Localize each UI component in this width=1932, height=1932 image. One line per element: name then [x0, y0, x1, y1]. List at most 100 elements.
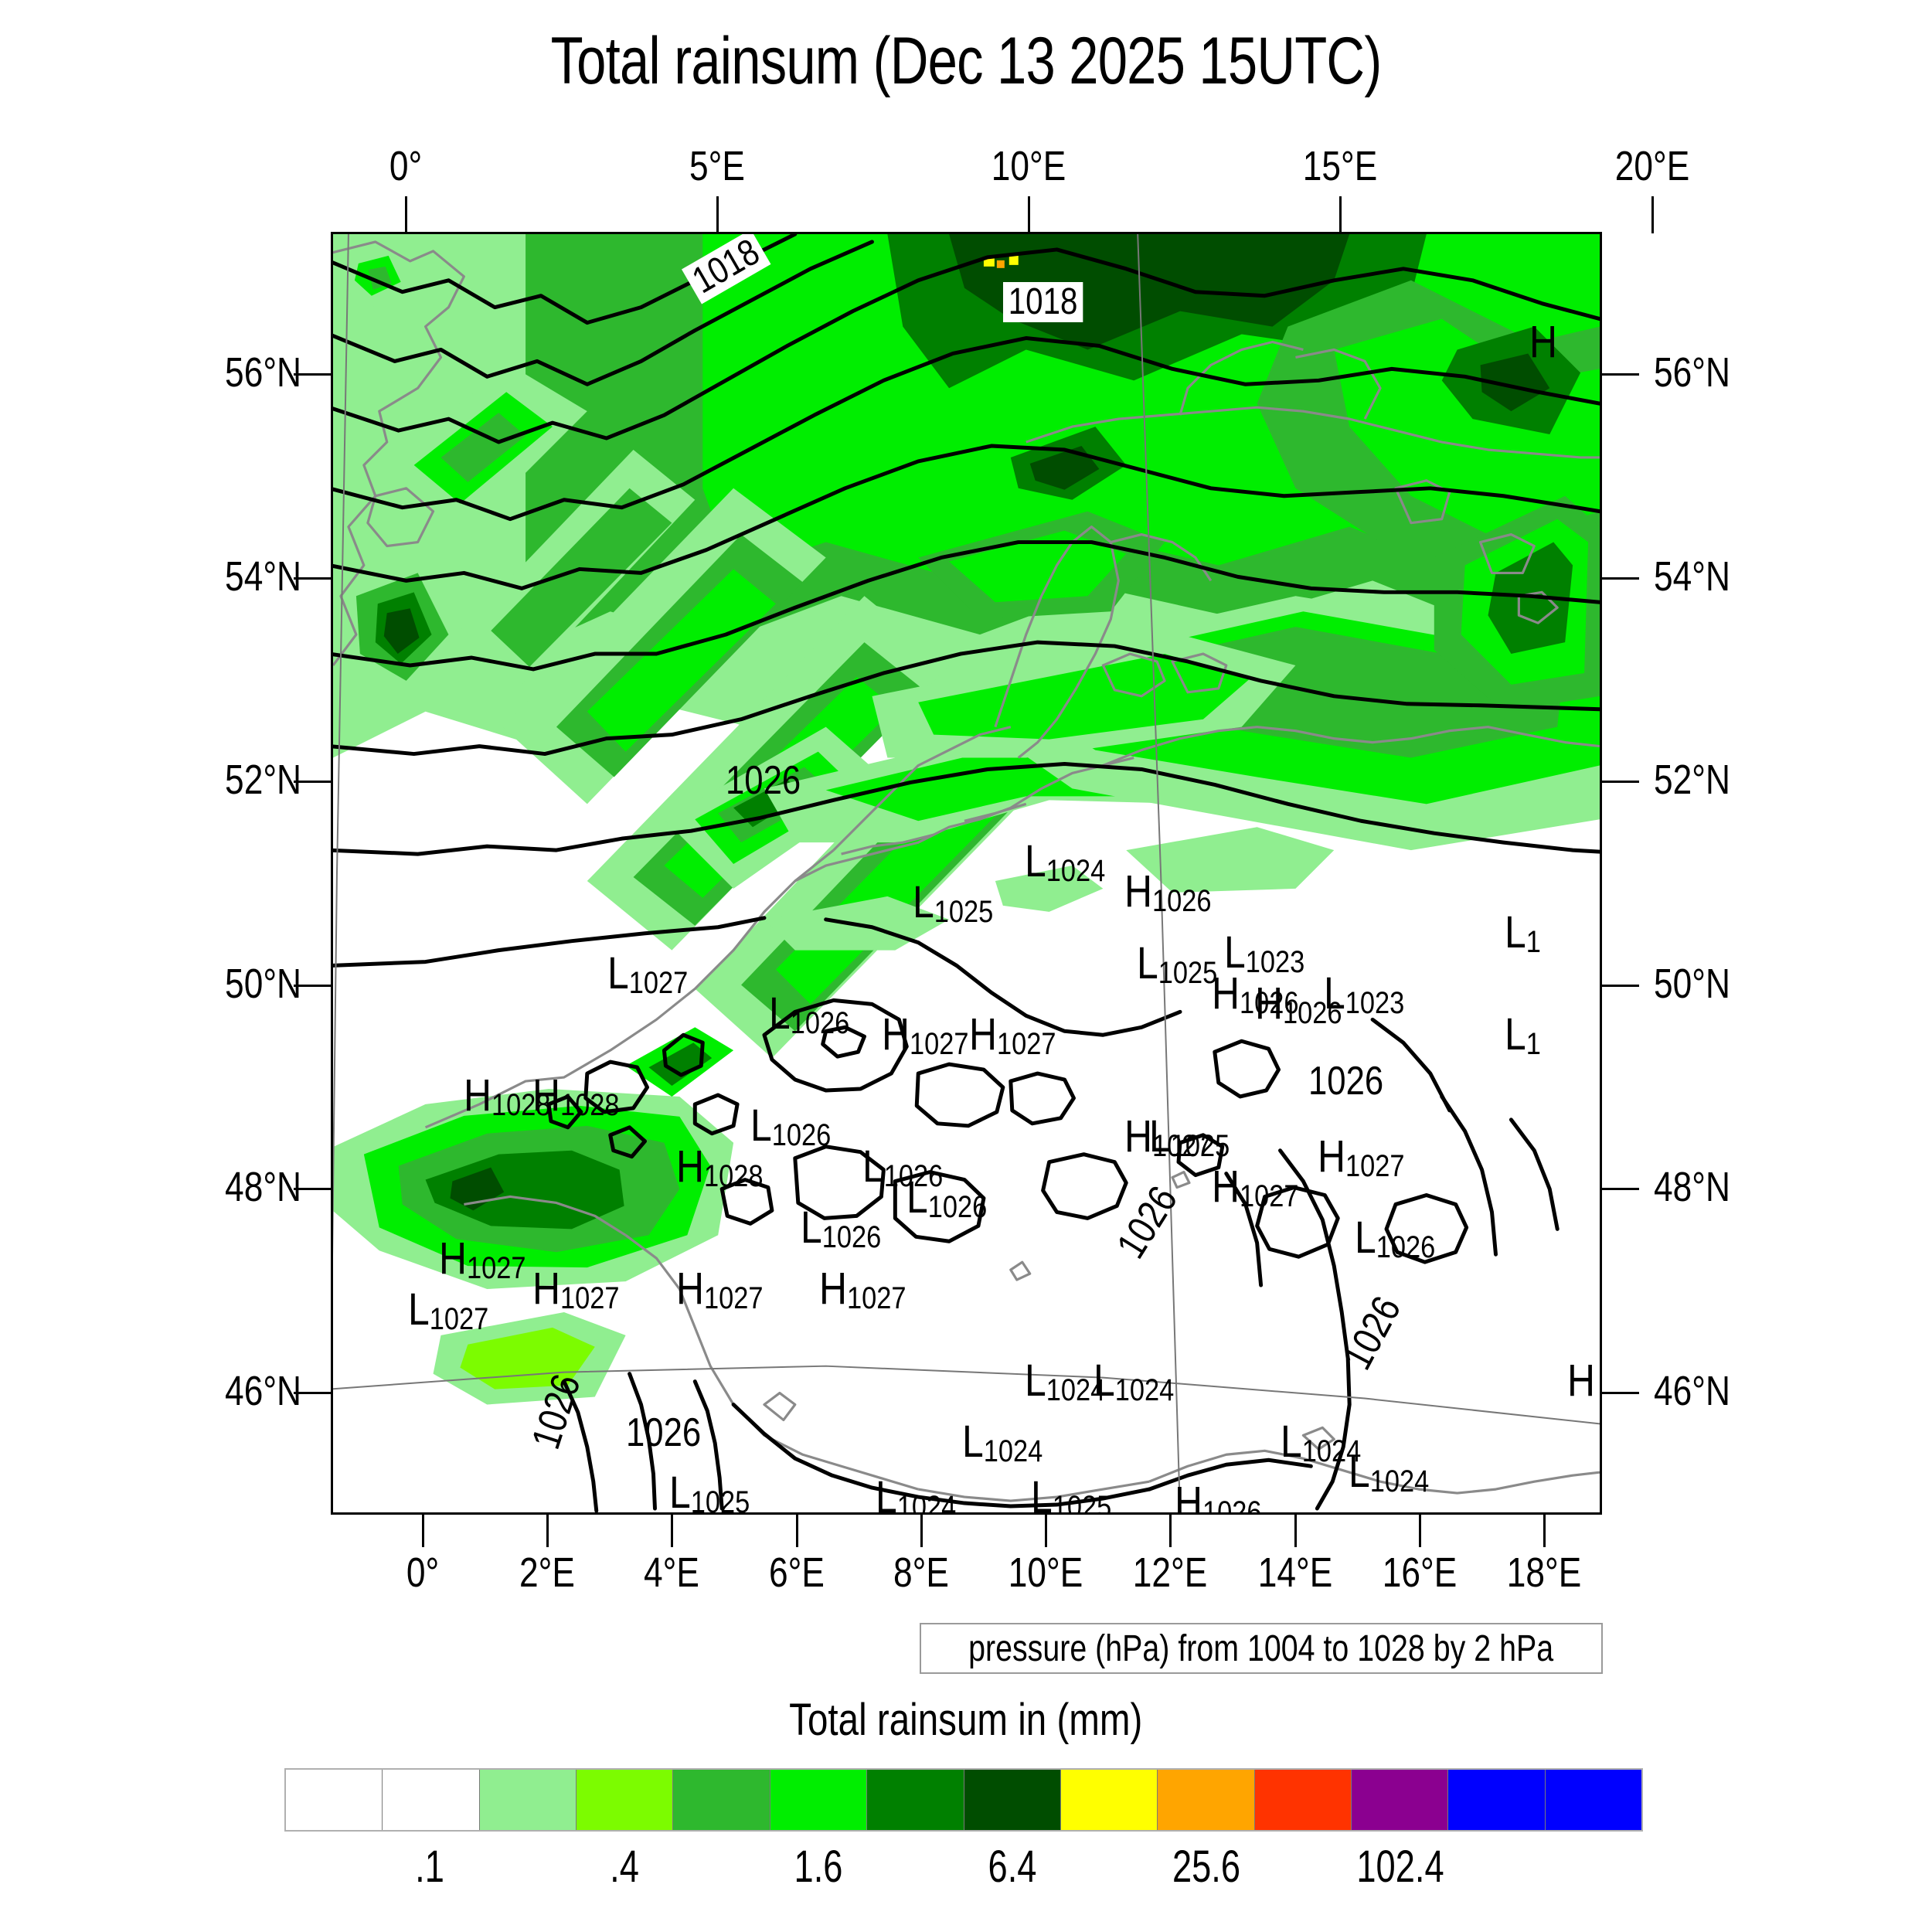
top-lon-tickmark-3	[1339, 196, 1342, 233]
pressure-high-marker: H1027	[969, 1012, 1056, 1060]
pressure-high-marker: H1027	[819, 1267, 906, 1315]
pressure-marker-value: 1026	[1202, 1495, 1262, 1515]
pressure-marker-symbol: H	[1211, 968, 1240, 1019]
bottom-lon-tickmark-3	[795, 1515, 798, 1547]
bottom-lon-tick-4: 8°E	[893, 1549, 949, 1596]
pressure-marker-value: 1023	[1245, 945, 1305, 980]
pressure-high-marker: H1027	[675, 1264, 764, 1315]
colorbar-cell-9[interactable]	[1157, 1770, 1254, 1830]
pressure-low-marker: L1025	[913, 879, 993, 927]
pressure-high-marker: H1027	[882, 1012, 969, 1060]
pressure-marker-symbol: L	[1355, 1213, 1377, 1264]
colorbar-cell-1[interactable]	[382, 1770, 479, 1830]
pressure-marker-value: 1027	[628, 965, 689, 1000]
bottom-lon-tick-5: 10°E	[1008, 1549, 1083, 1596]
pressure-low-marker: L1026	[1355, 1213, 1435, 1264]
right-lat-tick-1: 54°N	[1654, 553, 1730, 600]
colorbar[interactable]	[284, 1768, 1643, 1832]
top-lon-tick-3: 15°E	[1303, 143, 1378, 189]
pressure-marker-value: 1027	[1152, 1128, 1212, 1163]
colorbar-tick-2: 1.6	[794, 1842, 843, 1892]
pressure-high-marker: H	[1567, 1358, 1595, 1403]
pressure-marker-symbol: H	[1529, 316, 1558, 367]
pressure-high-marker: H1026	[1124, 869, 1212, 917]
pressure-low-marker: L1024	[1094, 1358, 1174, 1406]
contour-label-4: 1026	[1308, 1059, 1384, 1104]
pressure-marker-value: 1024	[1046, 853, 1106, 888]
pressure-marker-value: 1025	[691, 1485, 750, 1515]
pressure-marker-value: 1026	[821, 1220, 882, 1255]
map-canvas	[333, 234, 1600, 1512]
bottom-lon-tickmark-2	[671, 1515, 674, 1547]
colorbar-cell-10[interactable]	[1253, 1770, 1351, 1830]
pressure-marker-symbol: L	[1149, 1111, 1172, 1162]
pressure-marker-symbol: H	[1174, 1477, 1202, 1515]
colorbar-tick-3: 6.4	[988, 1842, 1037, 1892]
colorbar-tick-5: 102.4	[1356, 1842, 1444, 1892]
pressure-marker-value: 1024	[1046, 1372, 1106, 1407]
pressure-marker-symbol: H	[1124, 1111, 1153, 1162]
colorbar-cell-13[interactable]	[1544, 1770, 1642, 1830]
top-lon-tickmark-2	[1028, 196, 1031, 233]
pressure-marker-value: 1024	[1301, 1434, 1361, 1468]
contour-label-7: 1026	[625, 1410, 702, 1455]
pressure-marker-symbol: L	[1025, 1355, 1046, 1406]
pressure-low-marker: L1	[1505, 1012, 1541, 1060]
pressure-low-marker: L1025	[1149, 1111, 1230, 1162]
top-lon-tick-0: 0°	[389, 143, 422, 189]
top-lon-tick-2: 10°E	[991, 143, 1066, 189]
pressure-marker-value: 1028	[560, 1087, 620, 1122]
pressure-marker-value: 1	[1526, 1026, 1541, 1061]
bottom-lon-tickmark-9	[1543, 1515, 1546, 1547]
bottom-lon-tick-7: 14°E	[1257, 1549, 1332, 1596]
right-lat-tickmark-1	[1602, 577, 1639, 580]
contour-label-1: 1018	[1002, 282, 1083, 323]
right-lat-tick-5: 46°N	[1654, 1367, 1730, 1414]
pressure-low-marker: L1025	[669, 1470, 750, 1515]
isobar-contours	[333, 234, 1600, 1512]
colorbar-tick-1: .4	[609, 1842, 639, 1892]
pressure-marker-value: 1027	[996, 1026, 1056, 1061]
pressure-high-marker: H1027	[1124, 1111, 1212, 1162]
pressure-high-marker: H1027	[1318, 1134, 1405, 1182]
top-lon-tickmark-0	[404, 196, 407, 233]
left-lat-tickmark-1	[294, 577, 331, 580]
colorbar-cell-0[interactable]	[286, 1770, 383, 1830]
colorbar-tick-0: .1	[415, 1842, 445, 1892]
pressure-marker-symbol: L	[1137, 937, 1158, 988]
colorbar-cell-7[interactable]	[963, 1770, 1060, 1830]
pressure-marker-symbol: H	[1566, 1355, 1595, 1406]
pressure-marker-value: 1026	[1240, 986, 1299, 1021]
pressure-marker-symbol: H	[675, 1264, 704, 1315]
colorbar-cell-8[interactable]	[1060, 1770, 1158, 1830]
colorbar-cell-2[interactable]	[478, 1770, 577, 1830]
pressure-low-marker: L1024	[876, 1475, 956, 1512]
pressure-marker-symbol: H	[532, 1264, 561, 1315]
pressure-low-marker: L1025	[1137, 937, 1217, 988]
pressure-marker-value: 1026	[884, 1159, 944, 1194]
pressure-legend-box: pressure (hPa) from 1004 to 1028 by 2 hP…	[920, 1623, 1603, 1674]
left-lat-tick-4: 48°N	[225, 1164, 301, 1211]
bottom-lon-tickmark-5	[1045, 1515, 1048, 1547]
pressure-low-marker: L1027	[408, 1287, 488, 1335]
top-lon-tick-1: 5°E	[689, 143, 745, 189]
map-plot-area[interactable]: 1018 1018 1026 1026 1026 1026 1026 1026 L1027 L1…	[331, 232, 1602, 1515]
pressure-marker-value: 1026	[1283, 996, 1342, 1031]
pressure-marker-value: 1024	[984, 1434, 1043, 1468]
pressure-low-marker: L1023	[1224, 930, 1304, 978]
colorbar-cell-3[interactable]	[576, 1770, 673, 1830]
right-lat-tickmark-3	[1602, 984, 1639, 987]
left-lat-tickmark-5	[294, 1391, 331, 1394]
pressure-marker-value: 1026	[1152, 884, 1212, 919]
colorbar-cell-6[interactable]	[866, 1770, 964, 1830]
colorbar-cell-5[interactable]	[769, 1770, 867, 1830]
bottom-lon-tickmark-4	[920, 1515, 923, 1547]
top-lon-tick-4: 20°E	[1614, 143, 1689, 189]
colorbar-cell-12[interactable]	[1447, 1770, 1545, 1830]
pressure-marker-symbol: H	[464, 1070, 492, 1121]
pressure-marker-value: 1026	[927, 1189, 988, 1224]
left-lat-tickmark-4	[294, 1188, 331, 1191]
colorbar-cell-4[interactable]	[672, 1770, 770, 1830]
bottom-lon-tick-0: 0°	[406, 1549, 439, 1596]
colorbar-cell-11[interactable]	[1350, 1770, 1448, 1830]
